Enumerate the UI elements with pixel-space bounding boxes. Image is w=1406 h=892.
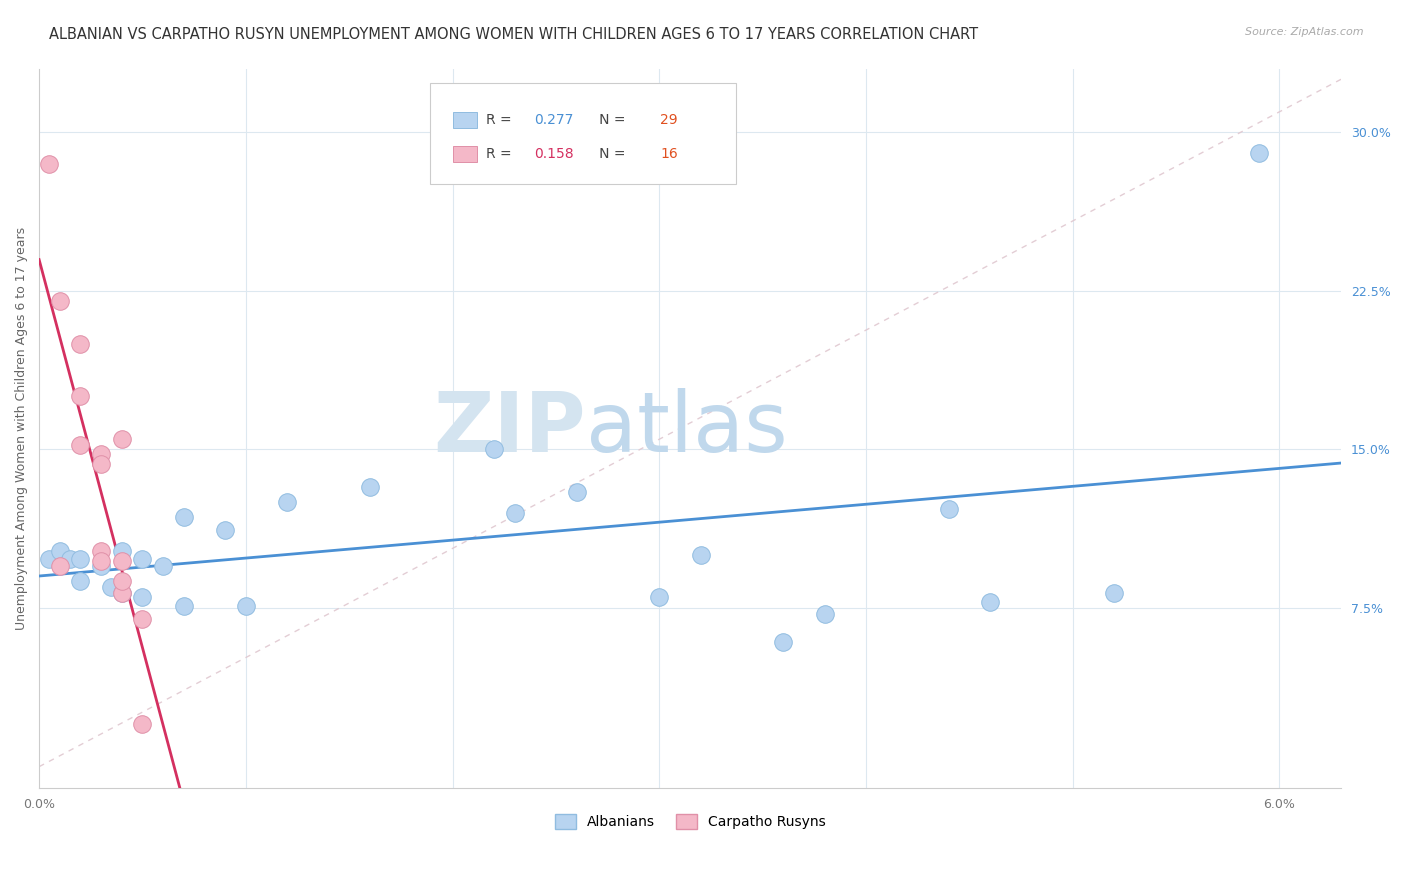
Point — [111, 554, 134, 568]
Point — [276, 495, 298, 509]
Point — [173, 510, 195, 524]
Point — [152, 558, 174, 573]
Point — [689, 548, 711, 562]
Text: ALBANIAN VS CARPATHO RUSYN UNEMPLOYMENT AMONG WOMEN WITH CHILDREN AGES 6 TO 17 Y: ALBANIAN VS CARPATHO RUSYN UNEMPLOYMENT … — [49, 27, 979, 42]
Point — [38, 157, 60, 171]
Text: 16: 16 — [661, 147, 678, 161]
Point — [173, 599, 195, 613]
Text: 0.158: 0.158 — [534, 147, 574, 161]
Text: 0.277: 0.277 — [534, 113, 574, 128]
Point — [69, 336, 91, 351]
Point — [90, 457, 112, 471]
Point — [111, 586, 134, 600]
Text: R =: R = — [486, 113, 516, 128]
Point — [1102, 586, 1125, 600]
Text: N =: N = — [586, 113, 630, 128]
Point — [111, 432, 134, 446]
Text: R =: R = — [486, 147, 516, 161]
FancyBboxPatch shape — [430, 83, 735, 184]
Point — [111, 586, 134, 600]
Y-axis label: Unemployment Among Women with Children Ages 6 to 17 years: Unemployment Among Women with Children A… — [15, 227, 28, 630]
Point — [131, 611, 153, 625]
Point — [503, 506, 526, 520]
Text: Source: ZipAtlas.com: Source: ZipAtlas.com — [1246, 27, 1364, 37]
Point — [90, 554, 112, 568]
Point — [235, 599, 257, 613]
Point — [69, 438, 91, 452]
Point — [69, 574, 91, 588]
Point — [482, 442, 505, 457]
Point — [111, 544, 134, 558]
Legend: Albanians, Carpatho Rusyns: Albanians, Carpatho Rusyns — [550, 809, 831, 835]
Point — [1247, 146, 1270, 161]
Point — [814, 607, 837, 622]
Point — [38, 552, 60, 566]
Point — [49, 294, 72, 309]
FancyBboxPatch shape — [453, 112, 477, 128]
Point — [214, 523, 236, 537]
Point — [90, 544, 112, 558]
Point — [49, 544, 72, 558]
Point — [111, 574, 134, 588]
Point — [648, 591, 671, 605]
Point — [69, 552, 91, 566]
Point — [772, 635, 794, 649]
Point — [131, 552, 153, 566]
Text: atlas: atlas — [586, 388, 787, 468]
Point — [938, 501, 960, 516]
Point — [69, 389, 91, 403]
Point — [100, 580, 122, 594]
Point — [131, 717, 153, 731]
Point — [59, 552, 82, 566]
Point — [49, 558, 72, 573]
Text: N =: N = — [586, 147, 630, 161]
Point — [131, 591, 153, 605]
Point — [565, 484, 588, 499]
Point — [979, 595, 1001, 609]
Point — [90, 446, 112, 460]
Point — [359, 480, 381, 494]
Text: ZIP: ZIP — [433, 388, 586, 468]
Point — [90, 558, 112, 573]
Text: 29: 29 — [661, 113, 678, 128]
FancyBboxPatch shape — [453, 146, 477, 162]
